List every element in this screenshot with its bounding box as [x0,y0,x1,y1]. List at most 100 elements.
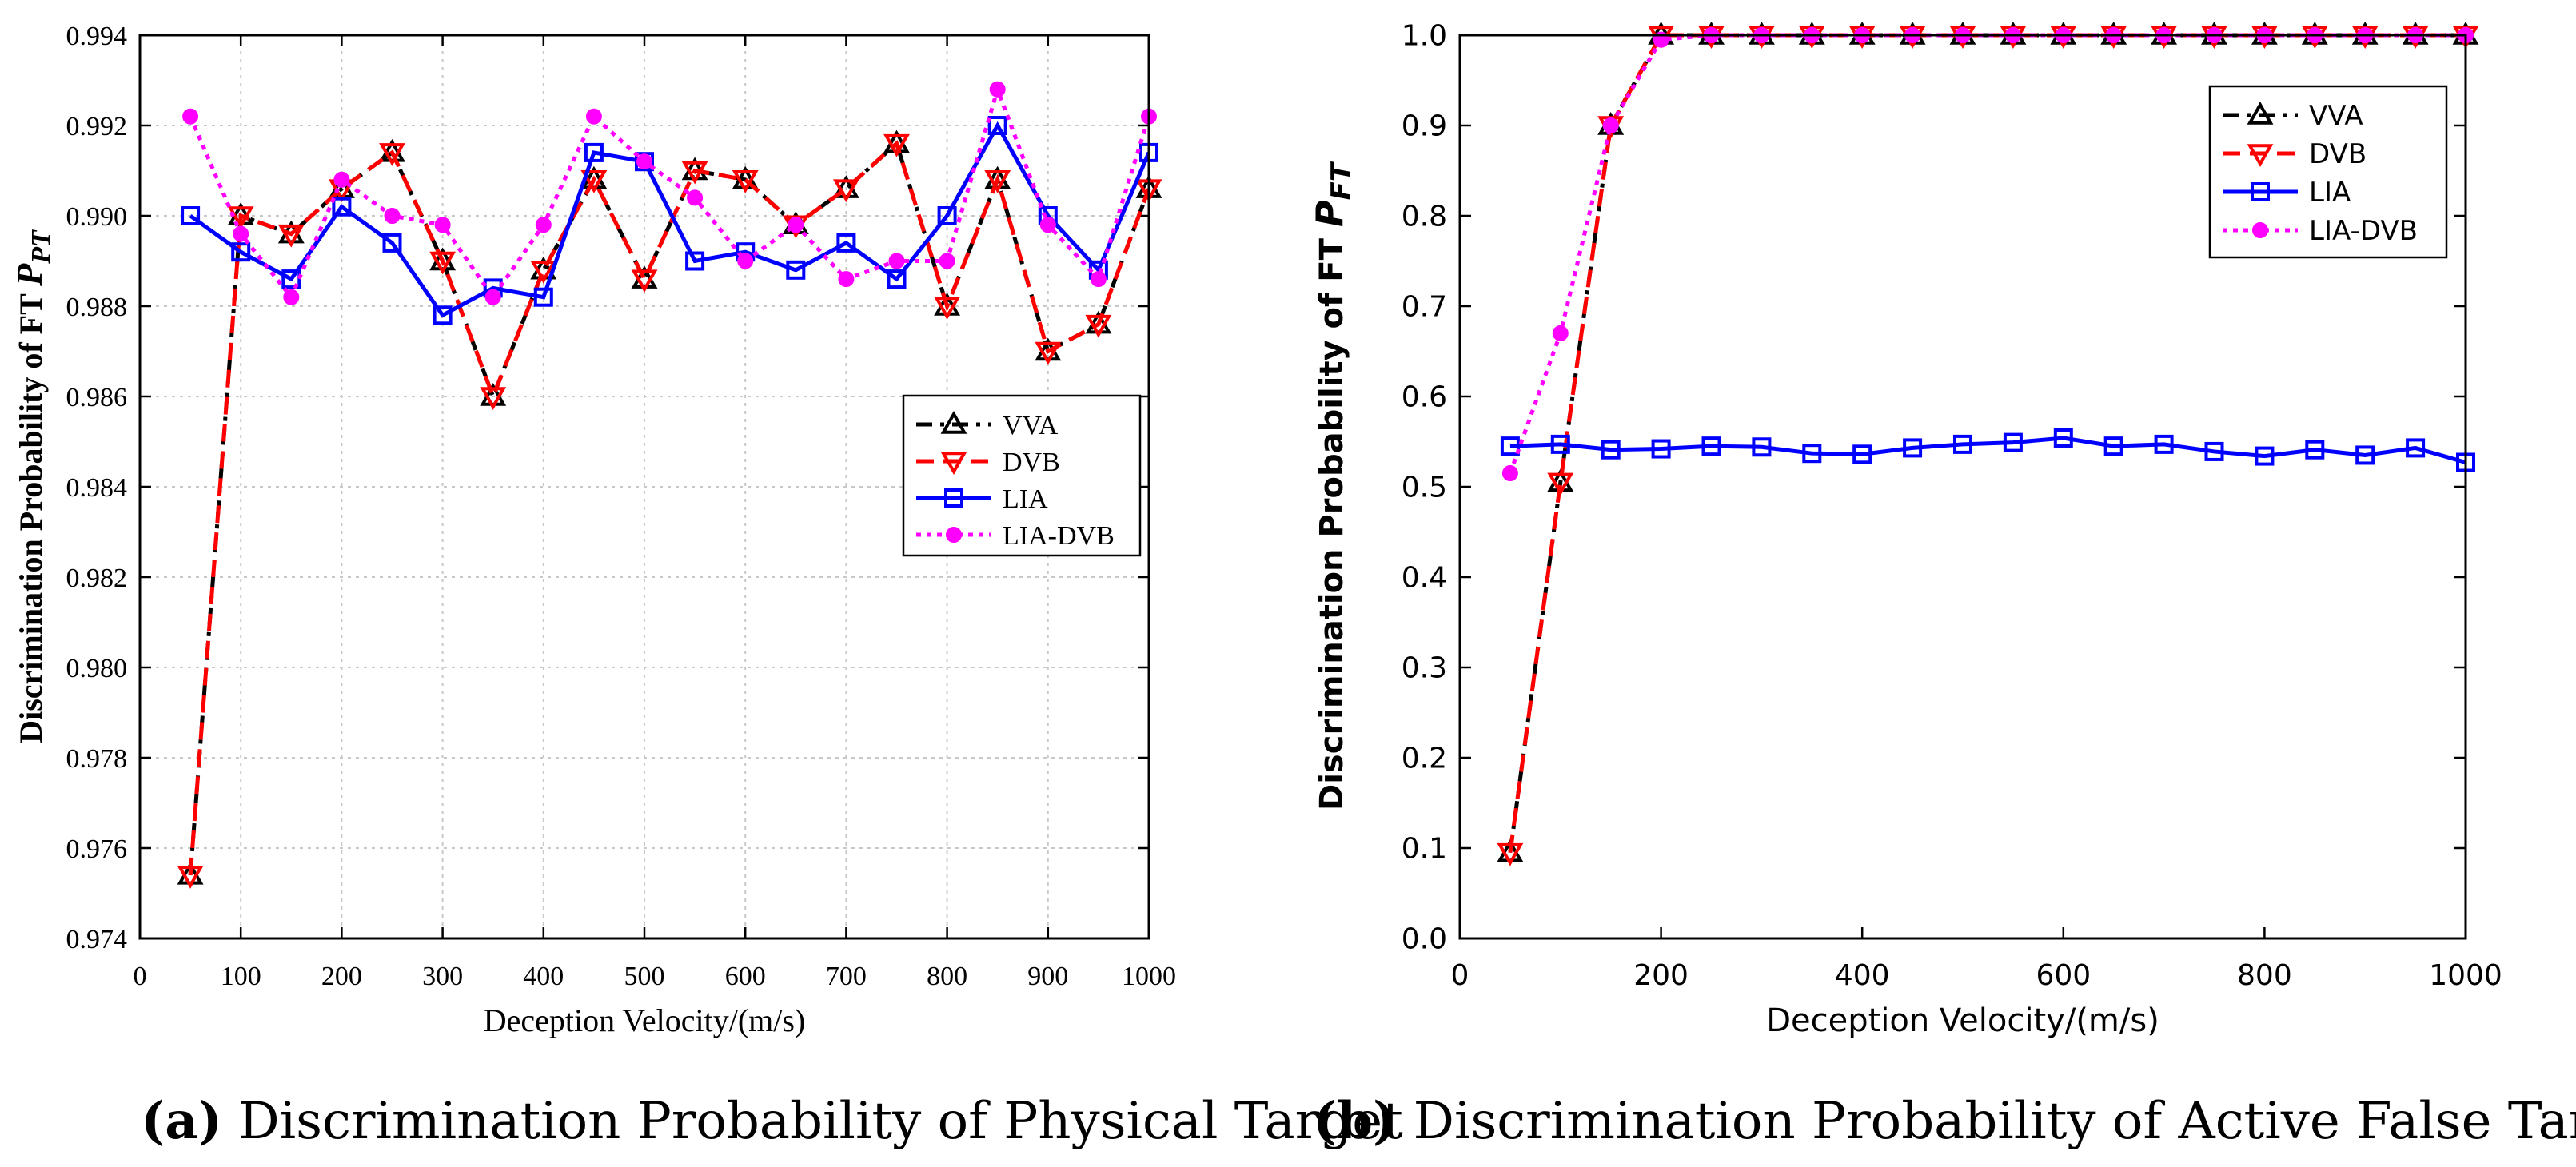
data-point-lia-dvb-a [1090,271,1107,288]
legend-a: VVA DVB LIA LIA-DVB [902,394,1142,557]
axes-box-b [1458,34,2467,940]
y-tick-label-a: 0.992 [66,112,128,141]
ticks-b: 0 200 400 600 800 1000 0.0 0.1 0.2 0.3 0.4 0.5 0.6 0.… [1402,20,2502,992]
data-point-lia-b [2406,438,2426,458]
data-point-lia-b [1500,436,1520,456]
data-point-lia-dvb-a [1039,217,1056,233]
data-point-lia-a [332,197,352,217]
x-tick-label-a: 500 [624,962,665,991]
data-point-lia-b [1852,444,1872,464]
data-point-lia-dvb-a [939,253,955,269]
x-tick-label-b: 600 [2036,959,2091,992]
data-point-lia-b [2103,436,2123,456]
data-point-lia-b [1953,434,1972,454]
data-point-lia-dvb-a [687,189,704,206]
y-tick-label-a: 0.994 [66,22,128,51]
data-point-lia-a [987,116,1007,135]
data-point-lia-b [2355,445,2375,465]
legend-marker-lia-b [2251,182,2270,201]
series-lia-dvb-a [182,81,1157,305]
data-point-lia-dvb-a [333,171,350,188]
legend-marker-vva-b [2247,101,2274,125]
y-tick-label-a: 0.990 [66,202,128,232]
data-point-lia-dvb-a [585,108,602,125]
ticks-a: 0 100 200 300 400 500 600 700 800 900 1000 0.974 0.9… [66,22,1177,991]
data-point-lia-dvb-a [838,271,855,288]
y-tick-label-b: 0.4 [1402,562,1447,595]
data-point-dvb-a [681,161,708,185]
legend-label-lia-dvb-a: LIA-DVB [1003,521,1115,551]
y-tick-label-a: 0.986 [66,383,128,412]
data-point-lia-a [685,251,705,271]
data-point-dvb-a [934,297,961,321]
y-axis-label-b: Discrimination Probability of FT PFT [1308,161,1358,811]
y-tick-label-b: 0.5 [1402,472,1447,504]
series-lia-a [181,116,1158,325]
caption-b-text: Discrimination Probability of Active Fal… [1413,1092,2576,1151]
data-point-lia-dvb-b [1552,325,1569,341]
data-point-dvb-b [1497,842,1524,866]
data-point-lia-dvb-a [384,208,401,224]
data-point-lia-a [281,269,301,289]
y-tick-label-a: 0.974 [66,925,128,954]
data-point-lia-dvb-a [182,108,199,125]
x-tick-label-a: 400 [523,962,564,991]
series-lia-b [1500,428,2475,472]
y-tick-label-b: 0.9 [1402,110,1447,143]
y-tick-label-b: 0.2 [1402,743,1447,775]
data-point-lia-a [786,260,806,280]
data-point-lia-dvb-a [283,289,300,305]
data-point-dvb-a [277,224,305,248]
legend-box-a [902,394,1142,557]
data-point-lia-a [181,206,201,225]
data-point-dvb-a [832,179,859,203]
data-point-dvb-a [883,133,910,157]
data-point-lia-b [1601,440,1621,460]
data-point-lia-a [937,206,957,225]
legend-marker-dvb-a [940,452,967,476]
data-point-dvb-b [1547,472,1574,496]
x-tick-label-b: 800 [2237,959,2292,992]
legend-marker-lia-dvb-b [2252,222,2268,238]
data-point-lia-b [2204,441,2224,461]
data-point-dvb-a [631,269,658,293]
y-tick-label-b: 0.6 [1402,381,1447,414]
axes-box-a [138,34,1150,940]
legend-label-lia-a: LIA [1003,484,1048,514]
data-point-lia-dvb-b [1602,117,1619,133]
y-tick-label-a: 0.976 [66,834,128,864]
x-tick-label-a: 700 [826,962,867,991]
data-point-lia-b [1651,439,1671,459]
data-point-lia-b [1701,436,1721,456]
legend-marker-vva-a [940,410,967,434]
legend-marker-lia-a [944,488,963,508]
data-point-lia-a [533,287,553,307]
y-tick-label-b: 1.0 [1402,20,1447,53]
y-axis-label-a: Discrimination Probability of FT PPT [9,229,56,743]
data-point-dvb-a [480,387,507,411]
caption-a-text: Discrimination Probability of Physical T… [238,1092,1403,1151]
data-point-lia-a [433,305,453,325]
x-tick-label-a: 100 [221,962,261,991]
legend-label-vva-b: VVA [2309,100,2363,132]
data-point-lia-a [231,242,251,262]
data-point-lia-a [887,269,907,289]
y-tick-label-b: 0.8 [1402,201,1447,233]
caption-b: (b) Discrimination Probability of Active… [1313,1091,2576,1151]
x-tick-label-a: 200 [321,962,362,991]
grid-a [140,35,1149,938]
data-point-dvb-a [177,866,204,889]
legend-marker-dvb-b [2247,144,2274,168]
data-point-lia-dvb-a [737,253,754,269]
data-point-lia-b [2053,428,2073,448]
data-point-dvb-a [580,170,608,193]
legend-b: VVA DVB LIA LIA-DVB [2208,85,2448,259]
data-point-lia-b [2154,434,2174,454]
y-tick-label-a: 0.984 [66,473,128,503]
legend-marker-lia-dvb-a [946,527,962,543]
caption-b-label: (b) [1313,1091,1398,1151]
legend-label-dvb-b: DVB [2309,138,2367,170]
data-point-lia-b [1550,434,1570,454]
data-point-lia-b [1903,438,1923,458]
data-point-lia-a [836,233,856,253]
